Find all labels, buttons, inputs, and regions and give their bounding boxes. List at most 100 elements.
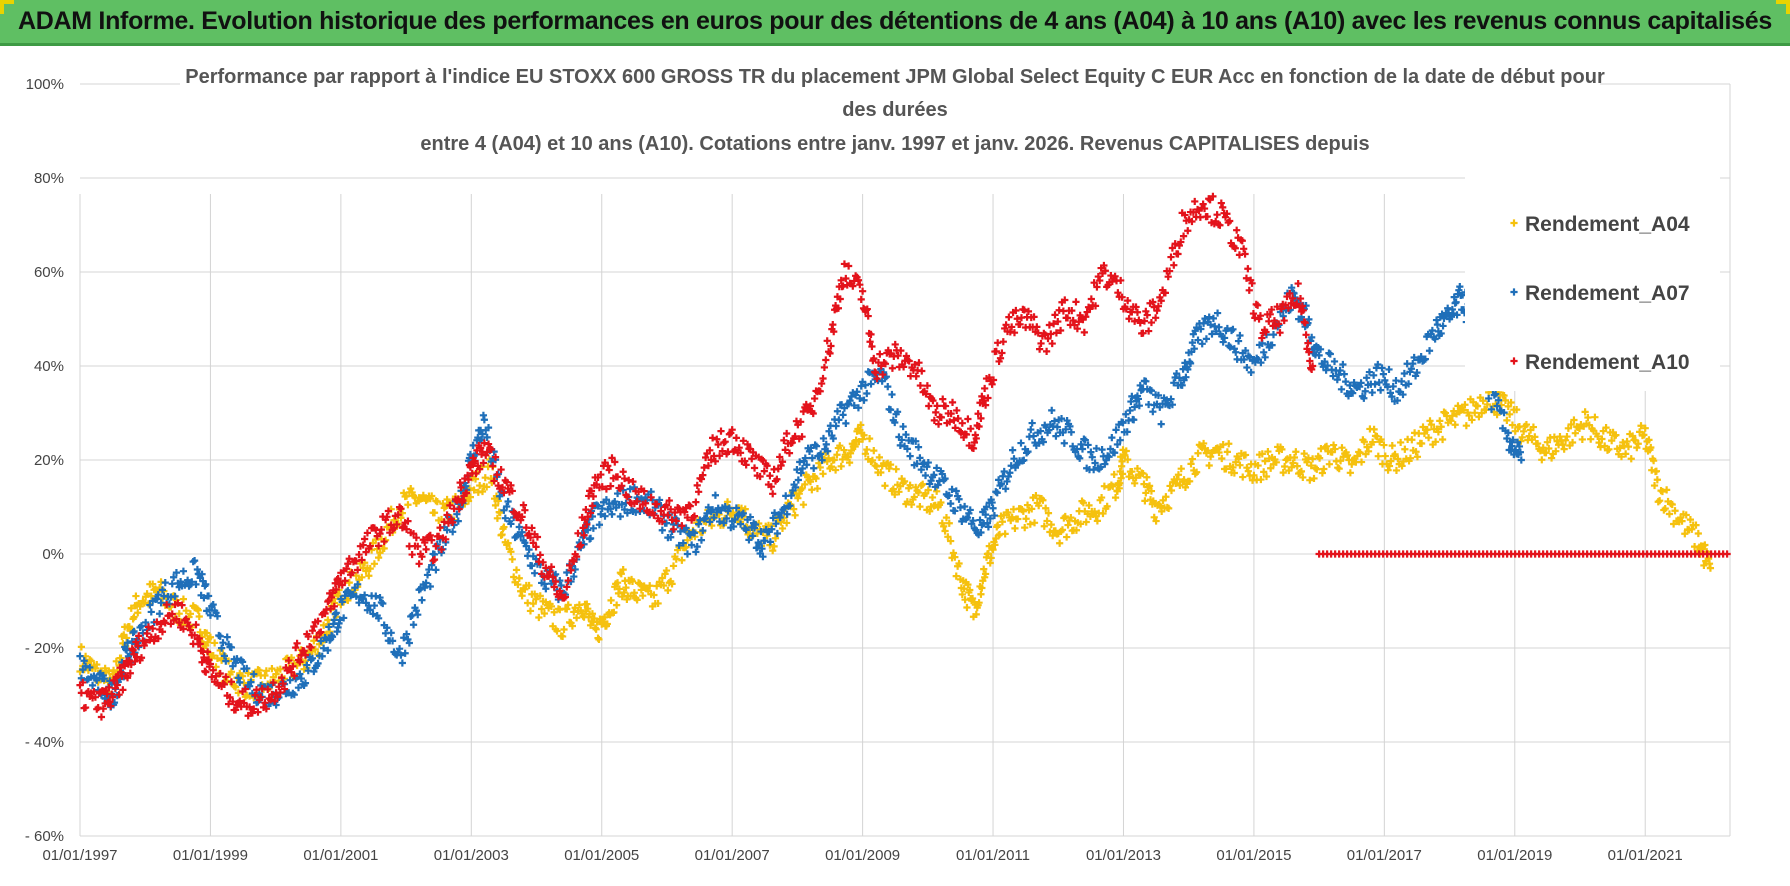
rendement-a10-point — [933, 402, 941, 410]
rendement-a04-point — [1205, 461, 1213, 470]
rendement-a07-point — [402, 630, 411, 638]
rendement-a04-point — [1513, 406, 1521, 414]
rendement-a10-point — [823, 337, 831, 345]
rendement-a07-point — [611, 497, 619, 506]
x-tick-label: 01/01/2019 — [1477, 847, 1552, 864]
rendement-a10-point — [721, 438, 729, 446]
rendement-a10-point — [443, 511, 451, 519]
rendement-a07-point — [1170, 379, 1178, 387]
rendement-a04-point — [646, 582, 654, 590]
rendement-a07-point — [1147, 387, 1156, 395]
rendement-a10-point — [1073, 325, 1081, 333]
rendement-a10-point — [918, 367, 926, 375]
rendement-a07-point — [947, 499, 955, 508]
rendement-a10-point — [1213, 211, 1221, 219]
rendement-a10-point — [856, 281, 864, 289]
rendement-a10-point — [179, 625, 188, 633]
rendement-a10-point — [241, 685, 249, 693]
rendement-a10-point — [257, 693, 265, 701]
rendement-a10-point — [99, 705, 107, 713]
rendement-a10-point — [264, 685, 272, 694]
rendement-a04-point — [668, 580, 676, 588]
rendement-a04-point — [1448, 412, 1456, 420]
rendement-a07-point — [1004, 472, 1013, 481]
rendement-a10-point — [1273, 303, 1281, 311]
rendement-a10-point — [640, 487, 648, 495]
rendement-a07-point — [751, 520, 760, 529]
corner-mark — [0, 0, 14, 14]
rendement-a10-point — [556, 587, 564, 595]
rendement-a04-point — [1601, 442, 1609, 450]
rendement-a04-point — [1369, 438, 1377, 446]
rendement-a07-point — [893, 408, 902, 416]
rendement-a07-point — [888, 390, 896, 399]
rendement-a07-point — [797, 469, 805, 477]
rendement-a10-point — [341, 577, 349, 585]
rendement-a04-point — [1587, 435, 1595, 443]
rendement-a07-point — [147, 608, 155, 616]
rendement-a04-point — [977, 590, 985, 598]
legend-marker — [1510, 219, 1518, 227]
rendement-a04-point — [830, 456, 838, 464]
rendement-a10-point — [1016, 320, 1024, 328]
rendement-a07-point — [1027, 425, 1035, 434]
rendement-a04-point — [1110, 470, 1118, 479]
rendement-a10-point — [611, 458, 619, 466]
rendement-a07-point — [725, 504, 733, 512]
rendement-a07-point — [200, 594, 208, 602]
rendement-a07-point — [320, 644, 328, 652]
rendement-a07-point — [1504, 429, 1512, 437]
rendement-a07-point — [1316, 345, 1325, 353]
rendement-a10-point — [175, 618, 183, 627]
rendement-a04-point — [428, 492, 436, 500]
rendement-a10-point — [618, 482, 626, 490]
rendement-a10-point — [623, 493, 631, 501]
rendement-a04-point — [195, 612, 203, 621]
rendement-a04-point — [568, 622, 576, 630]
rendement-a04-point — [1279, 469, 1287, 477]
rendement-a04-point — [1288, 463, 1296, 471]
rendement-a10-point — [79, 678, 87, 687]
rendement-a10-point — [375, 542, 383, 550]
rendement-a04-point — [1042, 504, 1050, 512]
rendement-a04-point — [637, 586, 645, 594]
rendement-a04-point — [1125, 473, 1133, 481]
rendement-a04-point — [1578, 435, 1586, 444]
rendement-a07-point — [1111, 449, 1119, 457]
rendement-a10-point — [296, 658, 304, 666]
rendement-a10-point — [879, 370, 887, 379]
rendement-a10-point — [137, 654, 146, 662]
rendement-a10-point — [629, 478, 637, 486]
rendement-a04-point — [729, 508, 737, 517]
rendement-a10-point — [473, 446, 481, 454]
rendement-a04-point — [276, 665, 284, 673]
rendement-a04-point — [1193, 468, 1201, 476]
rendement-a10-point — [1166, 267, 1174, 275]
rendement-a04-point — [861, 450, 870, 458]
rendement-a10-point — [570, 557, 578, 566]
rendement-a10-point — [598, 483, 606, 491]
rendement-a10-point — [526, 533, 535, 542]
rendement-a10-point — [778, 458, 787, 466]
rendement-a04-point — [664, 586, 672, 594]
y-tick-label: - 60% — [25, 828, 64, 845]
rendement-a07-point — [1077, 440, 1085, 448]
rendement-a04-point — [1507, 398, 1515, 407]
rendement-a10-point — [91, 693, 99, 701]
rendement-a07-point — [336, 616, 344, 624]
rendement-a07-point — [688, 541, 696, 549]
rendement-a07-point — [146, 601, 154, 609]
rendement-a10-point — [185, 622, 193, 630]
rendement-a10-point — [491, 453, 500, 461]
rendement-a10-point — [308, 627, 317, 635]
rendement-a04-point — [875, 453, 883, 461]
rendement-a10-point — [310, 622, 318, 631]
rendement-a07-point — [780, 504, 788, 512]
chart-title-line: des durées — [842, 99, 948, 121]
rendement-a04-point — [1377, 435, 1385, 444]
rendement-a07-point — [1108, 434, 1116, 442]
rendement-a07-point — [616, 512, 624, 521]
rendement-a07-point — [1010, 455, 1018, 463]
rendement-a10-point — [490, 477, 498, 485]
rendement-a04-point — [1300, 450, 1308, 458]
